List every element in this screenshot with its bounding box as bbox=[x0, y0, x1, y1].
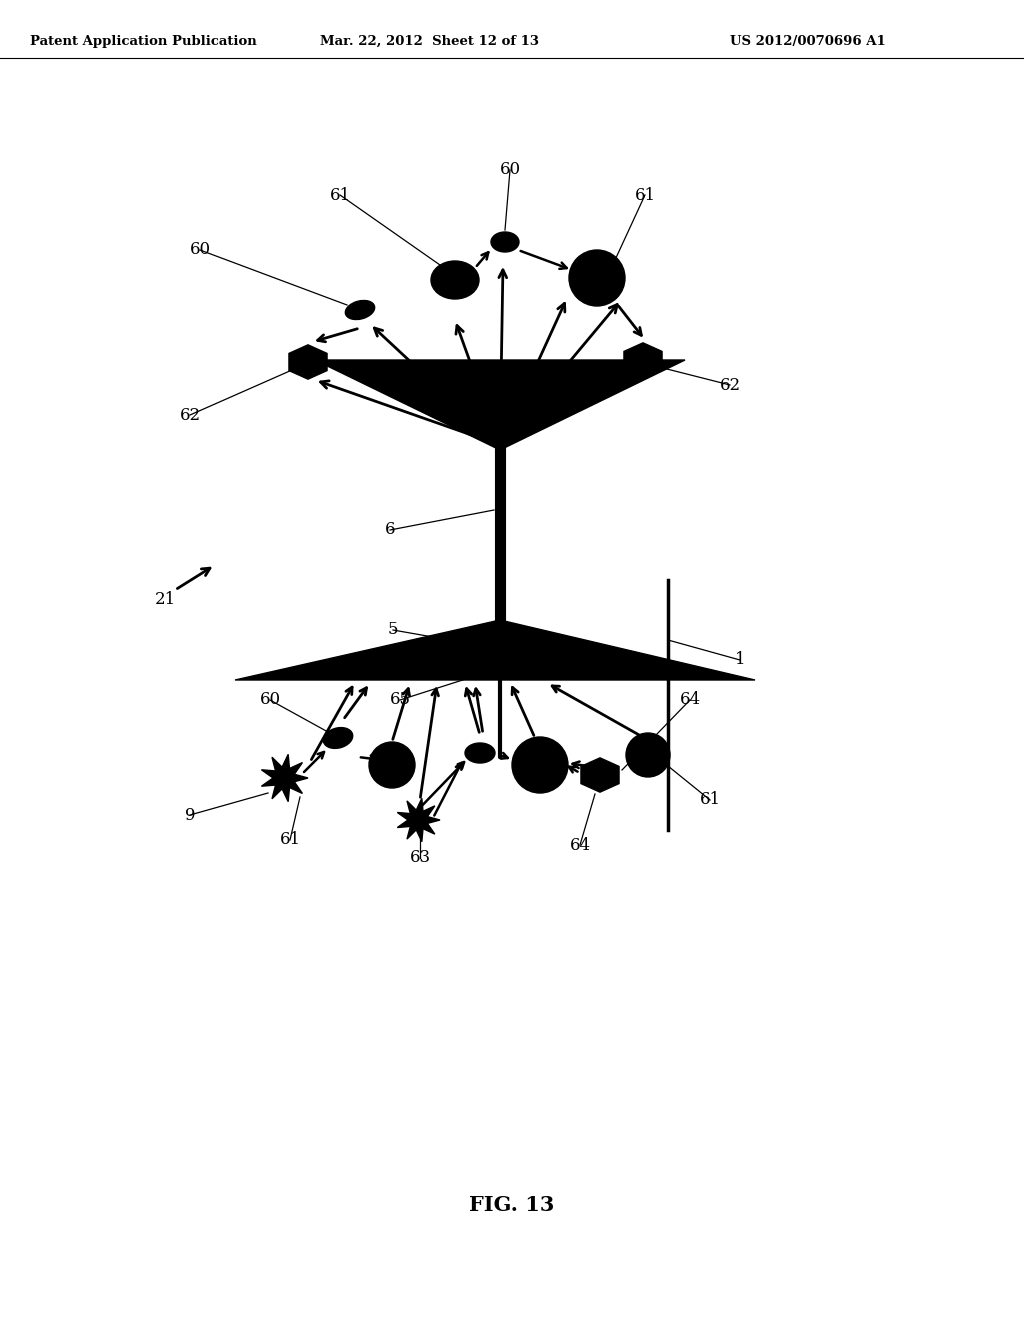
Ellipse shape bbox=[490, 232, 519, 252]
Text: FIG. 13: FIG. 13 bbox=[469, 1195, 555, 1214]
Circle shape bbox=[626, 733, 670, 777]
Text: 60: 60 bbox=[259, 692, 281, 709]
Text: 61: 61 bbox=[635, 186, 655, 203]
Text: 6: 6 bbox=[385, 521, 395, 539]
Polygon shape bbox=[261, 754, 308, 801]
Text: Mar. 22, 2012  Sheet 12 of 13: Mar. 22, 2012 Sheet 12 of 13 bbox=[321, 36, 540, 48]
Text: 60: 60 bbox=[500, 161, 520, 178]
Text: 62: 62 bbox=[720, 376, 740, 393]
Ellipse shape bbox=[465, 743, 495, 763]
Text: 9: 9 bbox=[184, 807, 196, 824]
Text: 1: 1 bbox=[734, 652, 745, 668]
Polygon shape bbox=[289, 345, 327, 379]
Text: 65: 65 bbox=[389, 692, 411, 709]
Text: 21: 21 bbox=[155, 591, 176, 609]
Polygon shape bbox=[581, 758, 620, 792]
Ellipse shape bbox=[345, 301, 375, 319]
Text: 61: 61 bbox=[330, 186, 350, 203]
Text: 60: 60 bbox=[189, 242, 211, 259]
Text: 61: 61 bbox=[280, 832, 301, 849]
Text: US 2012/0070696 A1: US 2012/0070696 A1 bbox=[730, 36, 886, 48]
Polygon shape bbox=[624, 343, 663, 378]
Polygon shape bbox=[234, 620, 755, 680]
Polygon shape bbox=[397, 799, 440, 842]
Text: 64: 64 bbox=[680, 692, 700, 709]
Polygon shape bbox=[315, 360, 685, 450]
Text: 63: 63 bbox=[410, 850, 430, 866]
Circle shape bbox=[512, 737, 568, 793]
Text: 5: 5 bbox=[388, 622, 398, 639]
Text: 64: 64 bbox=[569, 837, 591, 854]
Text: Patent Application Publication: Patent Application Publication bbox=[30, 36, 257, 48]
Circle shape bbox=[369, 742, 415, 788]
Ellipse shape bbox=[431, 261, 479, 300]
Circle shape bbox=[569, 249, 625, 306]
Text: 7: 7 bbox=[540, 642, 550, 659]
Text: 62: 62 bbox=[179, 407, 201, 424]
Text: 61: 61 bbox=[699, 792, 721, 808]
Ellipse shape bbox=[324, 727, 352, 748]
